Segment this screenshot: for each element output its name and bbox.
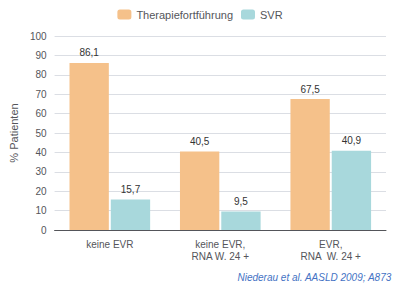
svg-text:RNA W. 24 +: RNA W. 24 +	[192, 251, 250, 262]
svg-text:50: 50	[35, 128, 47, 139]
svg-text:20: 20	[35, 186, 47, 197]
svg-text:Niederau et al. AASLD 2009; A8: Niederau et al. AASLD 2009; A873	[237, 272, 391, 283]
svg-text:70: 70	[35, 89, 47, 100]
svg-text:80: 80	[35, 69, 47, 80]
svg-text:EVR,: EVR,	[319, 239, 342, 250]
svg-text:67,5: 67,5	[300, 84, 320, 95]
svg-text:% Patienten: % Patienten	[8, 103, 20, 162]
svg-text:40,5: 40,5	[190, 136, 210, 147]
svg-text:keine EVR: keine EVR	[86, 239, 133, 250]
svg-text:100: 100	[30, 31, 47, 42]
svg-text:86,1: 86,1	[79, 47, 99, 58]
svg-text:30: 30	[35, 166, 47, 177]
svg-text:15,7: 15,7	[121, 184, 141, 195]
svg-text:40,9: 40,9	[342, 135, 362, 146]
svg-text:Therapiefortführung: Therapiefortführung	[136, 9, 233, 21]
svg-text:RNA W. 24 +: RNA W. 24 +	[301, 251, 361, 262]
svg-text:60: 60	[35, 108, 47, 119]
svg-text:keine EVR,: keine EVR,	[195, 239, 245, 250]
svg-text:10: 10	[35, 205, 47, 216]
svg-text:90: 90	[35, 50, 47, 61]
svg-text:9,5: 9,5	[234, 196, 248, 207]
svg-text:40: 40	[35, 147, 47, 158]
svg-text:SVR: SVR	[260, 9, 283, 21]
svg-text:0: 0	[41, 225, 47, 236]
